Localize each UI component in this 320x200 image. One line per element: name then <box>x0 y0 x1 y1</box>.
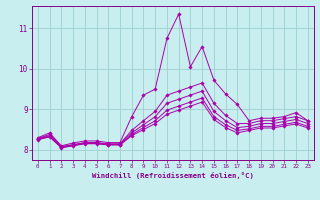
X-axis label: Windchill (Refroidissement éolien,°C): Windchill (Refroidissement éolien,°C) <box>92 172 254 179</box>
